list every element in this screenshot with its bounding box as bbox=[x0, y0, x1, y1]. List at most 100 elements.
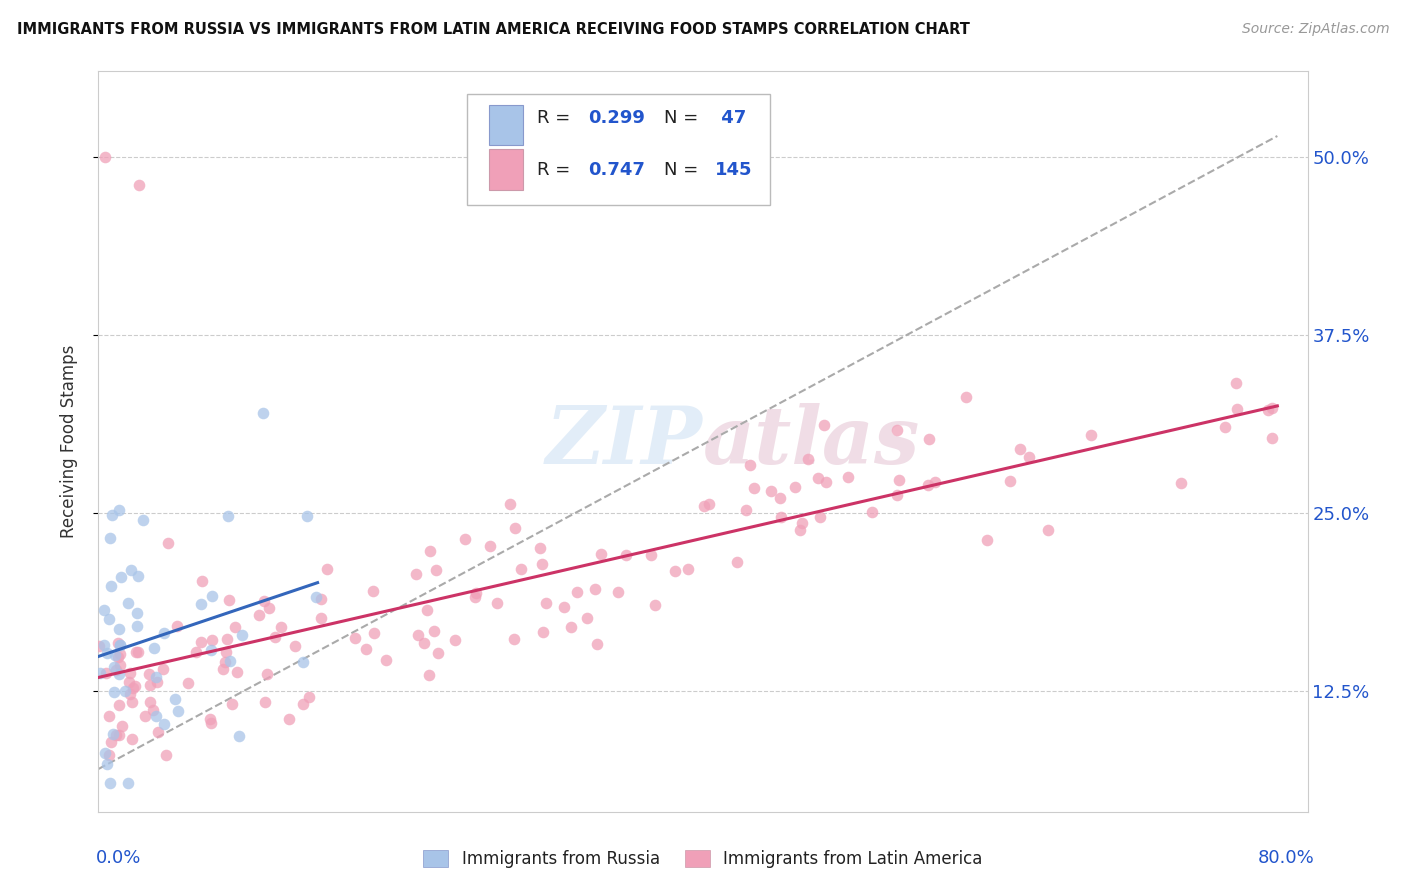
Point bbox=[740, 458, 762, 472]
Point bbox=[361, 583, 384, 598]
Point bbox=[1213, 420, 1236, 434]
Text: atlas: atlas bbox=[703, 403, 921, 480]
Point bbox=[1226, 401, 1249, 416]
Point bbox=[860, 505, 883, 519]
Point bbox=[291, 656, 314, 670]
Point bbox=[108, 502, 131, 516]
Point bbox=[789, 524, 811, 538]
Point bbox=[121, 695, 143, 709]
Point bbox=[105, 728, 128, 742]
Point bbox=[315, 562, 337, 576]
Point bbox=[138, 666, 160, 681]
Point bbox=[759, 484, 782, 499]
Point bbox=[101, 727, 124, 741]
Text: Source: ZipAtlas.com: Source: ZipAtlas.com bbox=[1241, 22, 1389, 37]
Point bbox=[464, 591, 486, 605]
Point bbox=[813, 418, 835, 433]
Point bbox=[93, 603, 115, 617]
Point bbox=[418, 667, 440, 681]
Point bbox=[356, 641, 378, 656]
Point bbox=[1010, 442, 1032, 456]
Point bbox=[725, 555, 748, 569]
Point bbox=[111, 719, 134, 733]
Text: R =: R = bbox=[537, 109, 576, 127]
Point bbox=[419, 544, 441, 558]
Point bbox=[142, 640, 165, 655]
Point bbox=[96, 757, 118, 772]
Point bbox=[509, 562, 531, 576]
Point bbox=[201, 632, 224, 647]
Point bbox=[924, 475, 946, 489]
Point bbox=[108, 647, 131, 661]
Point bbox=[270, 620, 292, 634]
Point bbox=[363, 625, 385, 640]
Point bbox=[110, 638, 132, 652]
Point bbox=[252, 406, 274, 420]
Point bbox=[156, 535, 179, 549]
Point bbox=[108, 666, 131, 681]
Point bbox=[127, 569, 149, 583]
Text: 0.747: 0.747 bbox=[588, 161, 645, 178]
Point bbox=[146, 675, 169, 690]
Point bbox=[1260, 431, 1282, 445]
Point bbox=[264, 630, 287, 644]
Point bbox=[190, 597, 212, 611]
Point bbox=[221, 697, 243, 711]
Point bbox=[918, 432, 941, 446]
Point bbox=[607, 584, 630, 599]
Point bbox=[152, 662, 174, 676]
Point bbox=[311, 611, 333, 625]
Point bbox=[97, 709, 120, 723]
Point bbox=[585, 637, 607, 651]
Point bbox=[664, 564, 686, 578]
Point bbox=[413, 635, 436, 649]
Point bbox=[735, 503, 758, 517]
Point bbox=[124, 679, 146, 693]
Point bbox=[125, 645, 148, 659]
Point bbox=[218, 654, 240, 668]
Point bbox=[107, 649, 129, 664]
Point bbox=[211, 662, 233, 676]
Point bbox=[215, 644, 238, 658]
Text: 145: 145 bbox=[716, 161, 752, 178]
Point bbox=[118, 687, 141, 701]
Point bbox=[200, 643, 222, 657]
Point bbox=[1170, 476, 1192, 491]
Point bbox=[277, 712, 299, 726]
Point bbox=[87, 639, 110, 653]
Point bbox=[142, 703, 165, 717]
Point bbox=[1225, 376, 1247, 391]
Point bbox=[298, 690, 321, 704]
Point bbox=[217, 632, 239, 646]
Point bbox=[503, 632, 526, 646]
Point bbox=[560, 620, 582, 634]
Y-axis label: Receiving Food Stamps: Receiving Food Stamps bbox=[59, 345, 77, 538]
Point bbox=[100, 531, 122, 545]
Point bbox=[145, 709, 167, 723]
Point bbox=[125, 606, 148, 620]
Point bbox=[94, 746, 117, 760]
Point bbox=[127, 645, 149, 659]
Point bbox=[644, 598, 666, 612]
Point bbox=[108, 658, 131, 673]
Point bbox=[1036, 524, 1059, 538]
Point bbox=[485, 596, 508, 610]
Point bbox=[132, 513, 155, 527]
Point bbox=[676, 562, 699, 576]
Text: N =: N = bbox=[664, 109, 704, 127]
Point bbox=[886, 423, 908, 437]
Point bbox=[108, 728, 131, 742]
Text: 0.299: 0.299 bbox=[588, 109, 645, 127]
Text: IMMIGRANTS FROM RUSSIA VS IMMIGRANTS FROM LATIN AMERICA RECEIVING FOOD STAMPS CO: IMMIGRANTS FROM RUSSIA VS IMMIGRANTS FRO… bbox=[17, 22, 970, 37]
Point bbox=[153, 626, 176, 640]
Point bbox=[807, 470, 830, 484]
Point bbox=[105, 663, 128, 677]
Text: R =: R = bbox=[537, 161, 576, 178]
Point bbox=[117, 776, 139, 790]
Point bbox=[529, 541, 551, 555]
Point bbox=[425, 563, 447, 577]
Point bbox=[138, 678, 160, 692]
Point bbox=[108, 622, 131, 636]
Point bbox=[553, 600, 575, 615]
Point bbox=[108, 638, 131, 652]
